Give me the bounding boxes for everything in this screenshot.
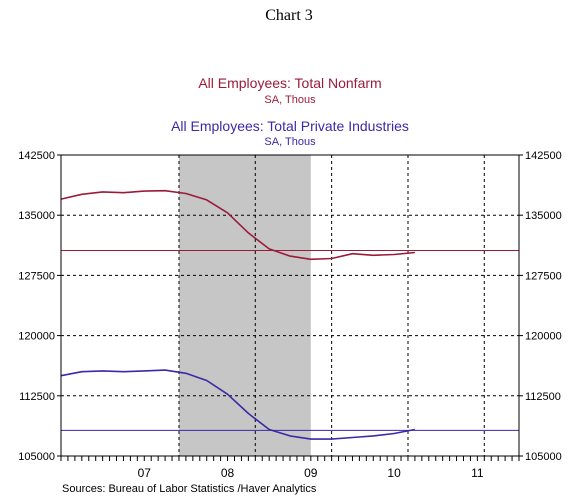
y-tick-label-left: 127500 [18,270,55,282]
sources-note: Sources: Bureau of Labor Statistics /Hav… [62,483,317,495]
series-1-title: All Employees: Total Nonfarm [198,75,381,91]
recession-shading [178,155,311,456]
y-tick-label-right: 127500 [525,270,562,282]
x-tick-label: 11 [471,466,484,480]
series-2-title: All Employees: Total Private Industries [171,118,409,134]
y-tick-label-right: 135000 [525,210,562,222]
y-tick-label-right: 120000 [525,331,562,343]
y-tick-label-left: 105000 [18,451,55,463]
y-tick-label-left: 112500 [19,391,55,403]
y-tick-label-right: 142500 [525,150,562,162]
series-2-line [60,369,416,440]
y-tick-label-left: 142500 [18,150,55,162]
x-tick-label: 09 [304,466,318,480]
y-tick-label-left: 135000 [18,210,55,222]
x-tick-label: 10 [387,466,401,480]
y-tick-label-left: 120000 [18,331,55,343]
y-tick-label-right: 112500 [525,391,561,403]
series-2-units: SA, Thous [264,136,316,148]
plot-area: 142500 142500 135000 135000 127500 127500 1200… [18,150,561,480]
series-1-units: SA, Thous [264,94,316,106]
x-tick-label: 08 [221,466,235,480]
page-title: Chart 3 [265,7,313,24]
y-tick-label-right: 105000 [525,451,562,463]
series-1-line [60,189,415,261]
x-tick-label: 07 [138,466,152,480]
